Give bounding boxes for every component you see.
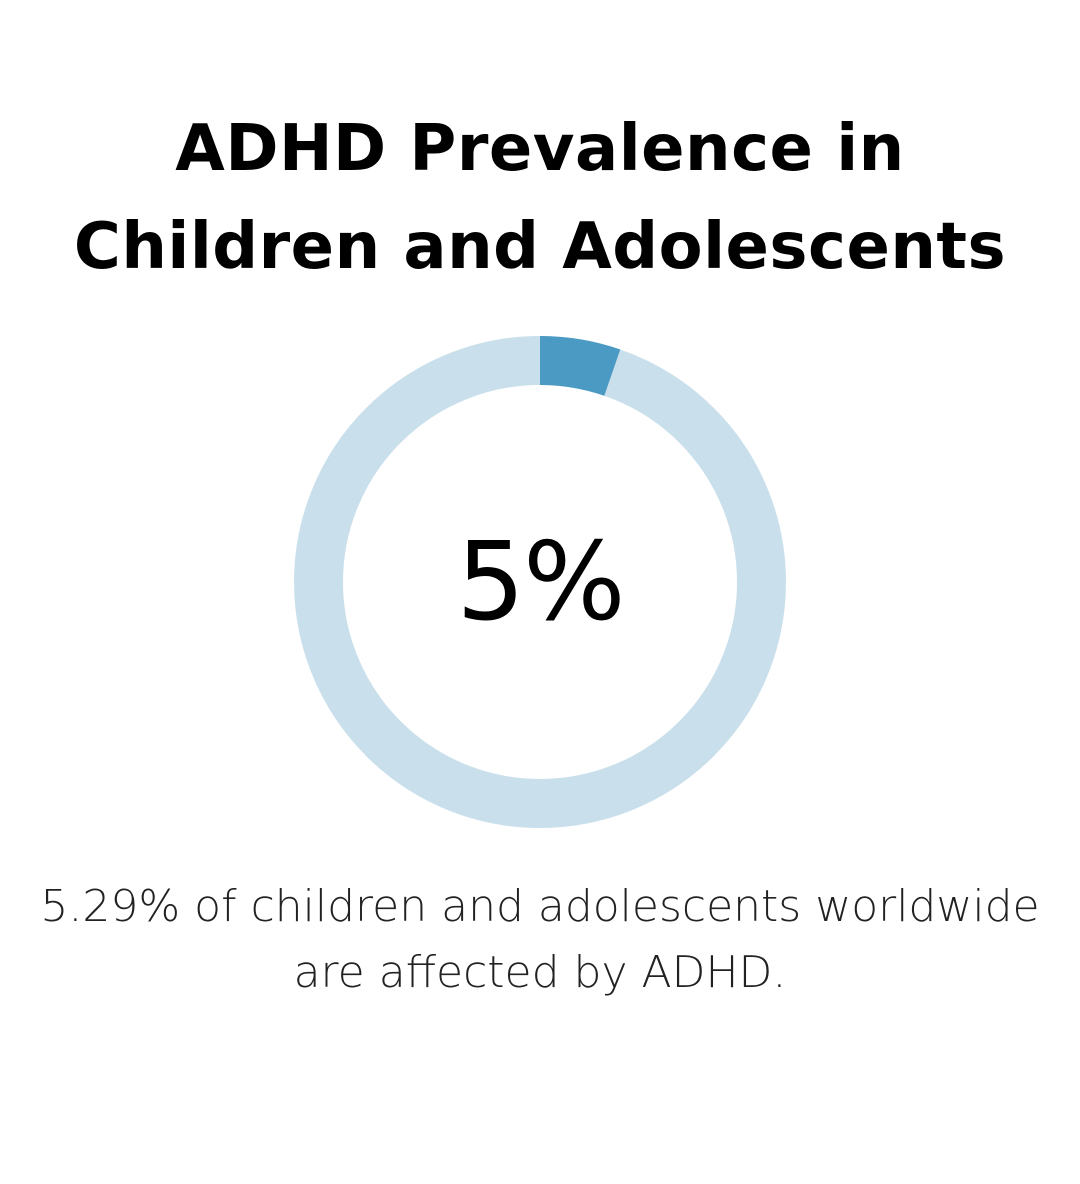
chart-title: ADHD Prevalence in Children and Adolesce… <box>0 100 1080 296</box>
chart-caption: 5.29% of children and adolescents worldw… <box>0 874 1080 1006</box>
donut-chart: 5% <box>294 336 786 828</box>
center-percentage-label: 5% <box>456 519 625 645</box>
chart-title-line-2: Children and Adolescents <box>73 210 1007 284</box>
donut-chart-svg <box>294 336 786 828</box>
chart-caption-line-2: are affected by ADHD. <box>293 947 787 998</box>
chart-title-line-1: ADHD Prevalence in <box>175 112 905 186</box>
chart-caption-line-1: 5.29% of children and adolescents worldw… <box>40 881 1040 932</box>
donut-segment-affected <box>540 336 621 396</box>
